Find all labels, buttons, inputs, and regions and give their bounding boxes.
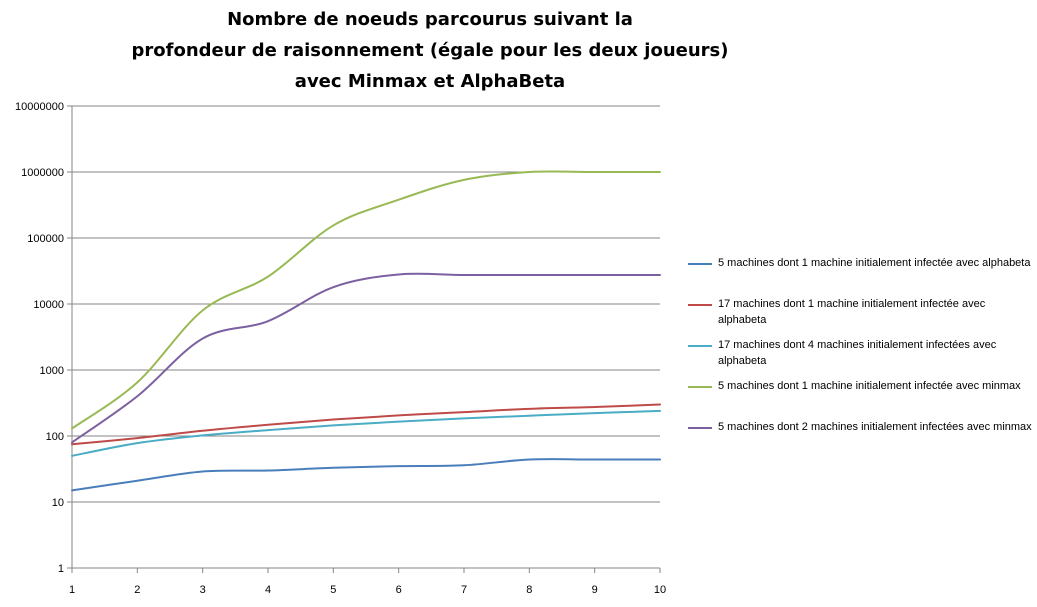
legend: 5 machines dont 1 machine initialement i…: [688, 254, 1033, 459]
series-line-1: [71, 458, 661, 492]
legend-label: 17 machines dont 4 machines initialement…: [718, 339, 997, 367]
y-tick-label: 10: [52, 497, 64, 509]
tick-labels: 1 10 100 1000 10000 100000 1000000 10000000 1 2 3 4…: [15, 101, 666, 596]
x-tick-label: 4: [265, 584, 271, 596]
legend-item-4: 5 machines dont 1 machine initialement i…: [688, 377, 1033, 418]
x-tick-label: 1: [69, 584, 75, 596]
legend-swatch: [688, 304, 712, 306]
x-tick-label: 6: [396, 584, 402, 596]
legend-item-2: 17 machines dont 1 machine initialement …: [688, 295, 1033, 336]
legend-label: 5 machines dont 1 machine initialement i…: [718, 257, 1031, 269]
y-tick-label: 100000: [27, 233, 64, 245]
y-tick-label: 100: [46, 431, 64, 443]
x-tick-label: 7: [461, 584, 467, 596]
series-line-4: [71, 170, 661, 430]
legend-item-3: 17 machines dont 4 machines initialement…: [688, 336, 1033, 377]
legend-label: 5 machines dont 2 machines initialement …: [718, 421, 1032, 433]
legend-item-5: 5 machines dont 2 machines initialement …: [688, 418, 1033, 459]
chart-title: Nombre de noeuds parcourus suivant la pr…: [80, 4, 780, 97]
x-tick-label: 10: [654, 584, 666, 596]
series-line-3: [71, 409, 661, 457]
y-tick-label: 1000000: [21, 167, 64, 179]
y-tick-label: 1: [58, 563, 64, 575]
legend-swatch: [688, 345, 712, 347]
series-layer: [71, 170, 661, 492]
legend-swatch: [688, 263, 712, 265]
chart-title-line-2: profondeur de raisonnement (égale pour l…: [131, 40, 729, 61]
x-tick-label: 5: [330, 584, 336, 596]
series-line-5: [71, 272, 661, 444]
legend-swatch: [688, 427, 712, 429]
legend-label: 17 machines dont 1 machine initialement …: [718, 298, 986, 326]
y-tick-label: 10000000: [15, 101, 64, 113]
chart-title-line-3: avec Minmax et AlphaBeta: [294, 71, 566, 92]
axis-layer: [67, 105, 661, 573]
grid-layer: [72, 105, 660, 503]
legend-label: 5 machines dont 1 machine initialement i…: [718, 380, 1021, 392]
chart-title-line-1: Nombre de noeuds parcourus suivant la: [227, 9, 633, 30]
series-line-2: [71, 403, 661, 446]
x-tick-label: 8: [526, 584, 532, 596]
y-tick-label: 1000: [40, 365, 64, 377]
legend-swatch: [688, 386, 712, 388]
y-tick-label: 10000: [33, 299, 64, 311]
x-tick-label: 3: [200, 584, 206, 596]
legend-item-1: 5 machines dont 1 machine initialement i…: [688, 254, 1033, 295]
x-tick-label: 9: [592, 584, 598, 596]
x-tick-label: 2: [134, 584, 140, 596]
